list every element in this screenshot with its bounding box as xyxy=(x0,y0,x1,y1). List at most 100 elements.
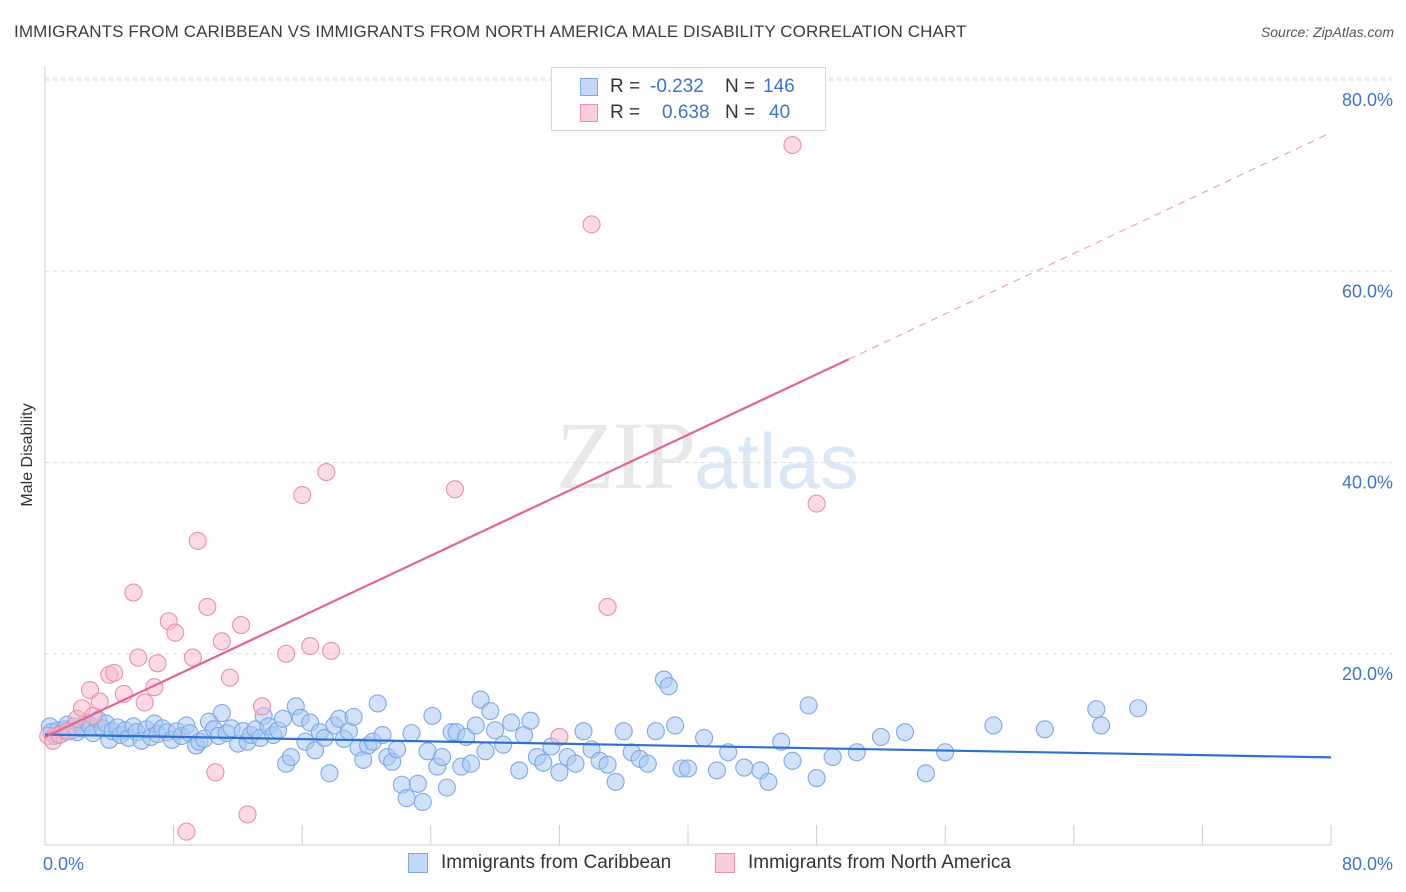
data-point-caribbean xyxy=(695,728,714,747)
data-point-caribbean xyxy=(666,716,685,735)
data-point-north-america xyxy=(550,727,569,746)
watermark-zip: ZIP xyxy=(556,402,696,509)
data-point-caribbean xyxy=(566,754,585,773)
data-point-north-america xyxy=(135,693,154,712)
data-point-caribbean xyxy=(759,772,778,791)
data-point-north-america xyxy=(277,644,296,663)
trendline-caribbean xyxy=(44,733,1332,759)
x-tick-label: 80.0% xyxy=(1342,854,1393,874)
data-point-caribbean xyxy=(437,778,456,797)
n-label: N = xyxy=(725,76,756,97)
data-point-caribbean xyxy=(494,735,513,754)
data-point-caribbean xyxy=(510,761,529,780)
data-point-north-america xyxy=(220,668,239,687)
caribbean-swatch xyxy=(580,78,598,96)
data-point-caribbean xyxy=(368,694,387,713)
data-point-caribbean xyxy=(936,743,955,762)
data-point-caribbean xyxy=(823,747,842,767)
data-point-caribbean xyxy=(1092,716,1111,735)
trendline-north-america xyxy=(44,358,850,738)
data-point-caribbean xyxy=(1035,720,1054,739)
y-tick-label: 60.0% xyxy=(1342,281,1393,301)
r-label: R = xyxy=(610,76,641,97)
data-point-north-america xyxy=(293,485,312,505)
chart-title: IMMIGRANTS FROM CARIBBEAN VS IMMIGRANTS … xyxy=(14,22,967,41)
data-point-caribbean xyxy=(984,716,1003,735)
data-point-caribbean xyxy=(916,764,935,783)
data-point-caribbean xyxy=(659,677,678,696)
data-point-caribbean xyxy=(397,789,416,808)
legend-label-caribbean: Immigrants from Caribbean xyxy=(441,852,672,873)
data-point-caribbean xyxy=(315,728,334,747)
data-point-north-america xyxy=(124,583,143,602)
data-point-caribbean xyxy=(799,696,818,715)
data-point-north-america xyxy=(148,654,167,673)
data-point-caribbean xyxy=(735,758,754,777)
data-point-caribbean xyxy=(646,722,665,741)
data-point-caribbean xyxy=(550,763,569,782)
north-america-legend-swatch xyxy=(715,853,735,873)
data-point-caribbean xyxy=(273,709,292,728)
stats-row-north-america: R = 0.638 N = 40 xyxy=(552,100,809,126)
data-point-caribbean xyxy=(598,755,617,774)
data-point-caribbean xyxy=(678,759,698,778)
watermark: ZIPatlas xyxy=(556,400,859,511)
caribbean-legend-swatch xyxy=(408,853,428,873)
data-point-north-america xyxy=(301,637,320,656)
data-point-caribbean xyxy=(807,769,826,788)
data-point-caribbean xyxy=(413,792,432,812)
data-point-north-america xyxy=(252,697,272,716)
data-point-caribbean xyxy=(476,742,495,761)
data-point-north-america xyxy=(129,648,148,667)
data-point-north-america xyxy=(317,463,336,482)
stats-legend: R = -0.232 N = 146 R = 0.638 N = 40 xyxy=(551,67,826,131)
r-value: 0.638 xyxy=(662,102,710,123)
data-point-north-america xyxy=(105,663,124,682)
data-point-north-america xyxy=(206,763,225,782)
data-point-caribbean xyxy=(306,741,325,760)
data-point-north-america xyxy=(807,494,826,513)
data-point-caribbean xyxy=(502,713,521,732)
data-point-north-america xyxy=(177,822,196,841)
data-point-caribbean xyxy=(534,753,553,772)
data-point-north-america xyxy=(166,623,185,642)
data-point-caribbean xyxy=(719,743,738,762)
data-point-caribbean xyxy=(320,764,339,783)
trendline-north-america-extension xyxy=(848,132,1332,360)
stats-row-caribbean: R = -0.232 N = 146 xyxy=(552,74,803,100)
data-point-caribbean xyxy=(847,743,866,762)
series-legend: Immigrants from Caribbean Immigrants fro… xyxy=(0,852,1406,878)
data-point-north-america xyxy=(322,641,341,660)
data-point-north-america xyxy=(238,805,257,824)
data-point-caribbean xyxy=(466,716,485,735)
data-point-caribbean xyxy=(707,761,726,780)
data-point-caribbean xyxy=(606,772,625,791)
data-point-north-america xyxy=(783,135,802,155)
legend-item-north-america[interactable]: Immigrants from North America xyxy=(715,852,1011,874)
source-label: Source: ZipAtlas.com xyxy=(1260,24,1394,40)
n-value: 146 xyxy=(763,76,795,97)
data-point-north-america xyxy=(445,480,464,499)
north-america-swatch xyxy=(580,104,598,122)
data-point-north-america xyxy=(598,597,617,616)
data-point-north-america xyxy=(212,632,231,651)
data-point-caribbean xyxy=(281,747,300,767)
watermark-atlas: atlas xyxy=(694,417,859,505)
data-point-north-america xyxy=(183,648,202,667)
data-point-caribbean xyxy=(433,747,452,767)
data-point-caribbean xyxy=(871,727,890,746)
data-point-caribbean xyxy=(638,754,657,773)
data-point-caribbean xyxy=(1087,700,1106,719)
data-point-north-america xyxy=(198,597,217,616)
n-value: 40 xyxy=(769,102,791,123)
legend-item-caribbean[interactable]: Immigrants from Caribbean xyxy=(408,852,671,874)
data-point-caribbean xyxy=(212,703,231,723)
r-label: R = xyxy=(610,102,641,123)
data-point-north-america xyxy=(188,531,207,550)
data-point-caribbean xyxy=(1129,699,1148,718)
data-point-caribbean xyxy=(402,724,421,743)
data-point-caribbean xyxy=(373,725,392,745)
data-point-caribbean xyxy=(344,707,363,726)
data-point-caribbean xyxy=(574,722,593,741)
